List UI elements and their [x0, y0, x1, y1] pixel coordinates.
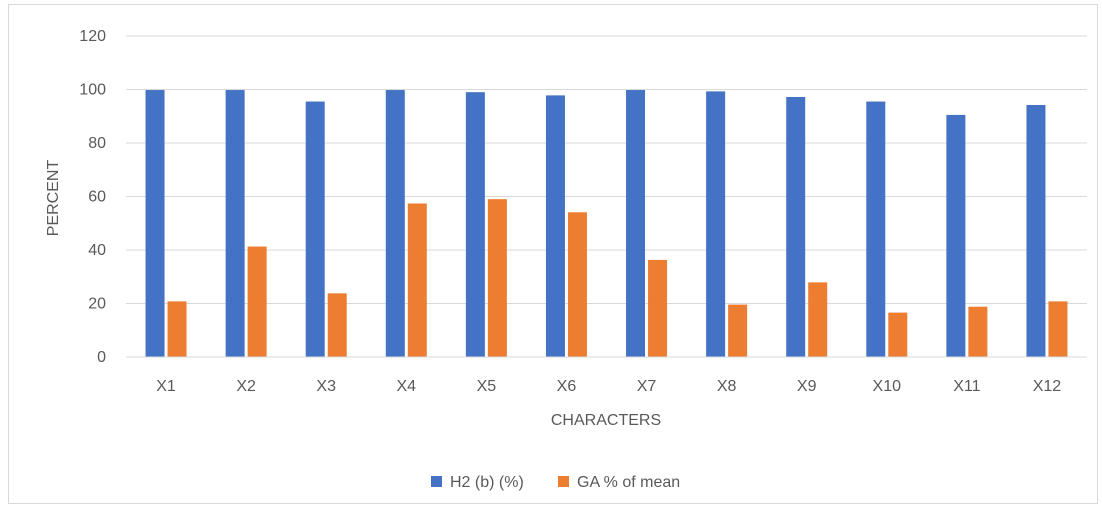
bar-ga-x6 — [567, 212, 587, 357]
x-tick-label-x8: X8 — [717, 378, 737, 395]
x-tick-label-x7: X7 — [637, 378, 657, 395]
bar-h2-x10 — [866, 101, 886, 357]
bar-ga-x9 — [808, 282, 828, 357]
y-tick-label: 20 — [88, 296, 106, 313]
bar-h2-x1 — [145, 90, 165, 357]
y-tick-label: 120 — [79, 28, 106, 45]
legend-label-h2: H2 (b) (%) — [450, 474, 524, 491]
bar-h2-x8 — [706, 91, 726, 357]
bar-ga-x5 — [487, 199, 507, 357]
bar-h2-x2 — [225, 90, 245, 357]
bar-h2-x5 — [465, 92, 485, 358]
x-tick-label-x6: X6 — [557, 378, 577, 395]
bar-ga-x12 — [1048, 301, 1068, 357]
bar-ga-x3 — [327, 293, 347, 357]
x-tick-label-x12: X12 — [1033, 378, 1062, 395]
bar-h2-x7 — [626, 90, 646, 357]
bar-h2-x4 — [385, 90, 405, 357]
x-axis-title: CHARACTERS — [551, 412, 661, 429]
bars — [145, 90, 1068, 358]
x-tick-label-x5: X5 — [477, 378, 497, 395]
x-tick-label-x4: X4 — [397, 378, 417, 395]
bar-h2-x12 — [1026, 105, 1046, 357]
bar-h2-x6 — [545, 95, 565, 357]
bar-h2-x3 — [305, 101, 325, 357]
bar-ga-x7 — [648, 259, 668, 357]
x-tick-label-x1: X1 — [156, 378, 176, 395]
bar-ga-x4 — [407, 203, 427, 357]
bar-ga-x10 — [888, 312, 908, 357]
bar-ga-x11 — [968, 306, 988, 357]
y-axis-title: PERCENT — [45, 160, 62, 237]
bar-h2-x11 — [946, 114, 966, 357]
bar-ga-x1 — [167, 301, 187, 357]
bar-ga-x8 — [728, 304, 748, 357]
y-tick-label: 80 — [88, 135, 106, 152]
bar-h2-x9 — [786, 96, 806, 358]
bar-ga-x2 — [247, 246, 267, 357]
gridlines — [126, 35, 1087, 304]
x-tick-label-x3: X3 — [316, 378, 336, 395]
y-tick-label: 60 — [88, 189, 106, 206]
x-tick-label-x9: X9 — [797, 378, 817, 395]
y-tick-label: 40 — [88, 242, 106, 259]
y-tick-label: 0 — [97, 349, 106, 366]
y-tick-label: 100 — [79, 82, 106, 99]
legend-swatch-h2 — [431, 476, 442, 487]
axes: 0 20 40 60 80 100 120 X1 X2 X3 X4 X5 X6 X7 X8 X9 X10 X11 X… — [79, 28, 1087, 395]
legend: H2 (b) (%) GA % of mean — [431, 474, 680, 491]
x-tick-label-x11: X11 — [953, 378, 980, 395]
x-tick-label-x10: X10 — [873, 378, 902, 395]
legend-label-ga: GA % of mean — [577, 474, 680, 491]
legend-swatch-ga — [558, 476, 569, 487]
x-tick-label-x2: X2 — [236, 378, 256, 395]
